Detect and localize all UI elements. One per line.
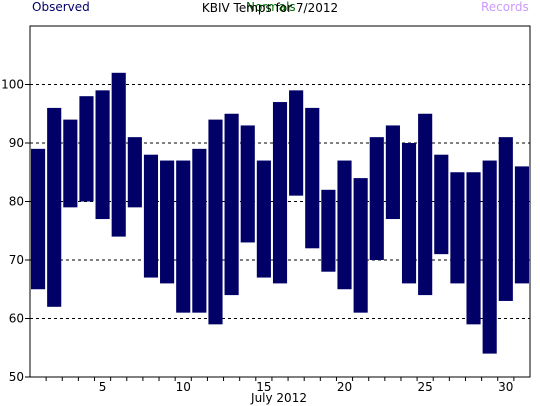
x-tick-label-25: 25 [418, 380, 433, 394]
observed-bars [31, 72, 529, 354]
legend-observed: Observed [32, 0, 90, 14]
observed-bar-day-14 [240, 125, 255, 243]
observed-bar-day-24 [401, 143, 417, 284]
observed-bar-day-29 [482, 160, 497, 354]
x-axis: 5 10 15 20 25 30 [45, 377, 515, 394]
y-tick-label-90: 90 [9, 136, 24, 150]
observed-bar-day-26 [434, 154, 449, 255]
observed-bar-day-16 [272, 102, 288, 284]
y-tick-label-50: 50 [9, 370, 24, 384]
observed-bar-day-3 [63, 119, 78, 208]
observed-bar-day-18 [305, 107, 320, 249]
y-tick-label-80: 80 [9, 195, 24, 209]
x-tick-label-10: 10 [176, 380, 191, 394]
observed-bar-day-15 [256, 160, 271, 278]
observed-bar-day-9 [160, 160, 175, 284]
y-axis: 50 60 70 80 90 100 [1, 78, 30, 384]
observed-bar-day-4 [79, 96, 94, 202]
observed-bar-day-11 [192, 148, 207, 313]
y-tick-label-70: 70 [9, 253, 24, 267]
observed-bar-day-1 [31, 148, 46, 290]
legend-normals: Normals [246, 0, 296, 14]
x-tick-label-30: 30 [498, 380, 513, 394]
observed-bar-day-19 [321, 189, 336, 272]
x-tick-label-20: 20 [337, 380, 352, 394]
observed-bar-day-5 [95, 90, 110, 220]
observed-bar-day-2 [47, 107, 62, 307]
observed-bar-day-31 [514, 166, 529, 284]
observed-bar-day-10 [176, 160, 191, 313]
observed-bar-day-27 [450, 172, 465, 284]
observed-bar-day-25 [418, 113, 433, 296]
observed-bar-day-17 [289, 90, 304, 196]
y-tick-label-60: 60 [9, 312, 24, 326]
observed-bar-day-20 [337, 160, 352, 290]
observed-bar-day-23 [385, 125, 400, 220]
chart-title: KBIV Temps for 7/2012 [202, 1, 338, 15]
observed-bar-day-21 [353, 178, 368, 313]
observed-bar-day-28 [466, 172, 481, 325]
y-tick-label-100: 100 [1, 78, 24, 92]
observed-bar-day-7 [127, 137, 142, 208]
observed-bar-day-6 [111, 72, 126, 237]
observed-bar-day-8 [143, 154, 159, 278]
observed-bar-day-22 [369, 137, 384, 260]
x-axis-label: July 2012 [250, 391, 307, 405]
x-tick-label-5: 5 [99, 380, 107, 394]
observed-bar-day-13 [224, 113, 239, 296]
x-tick-label-15: 15 [256, 380, 271, 394]
observed-bar-day-30 [498, 137, 513, 301]
observed-bar-day-12 [208, 119, 223, 325]
legend-records: Records [481, 0, 529, 14]
